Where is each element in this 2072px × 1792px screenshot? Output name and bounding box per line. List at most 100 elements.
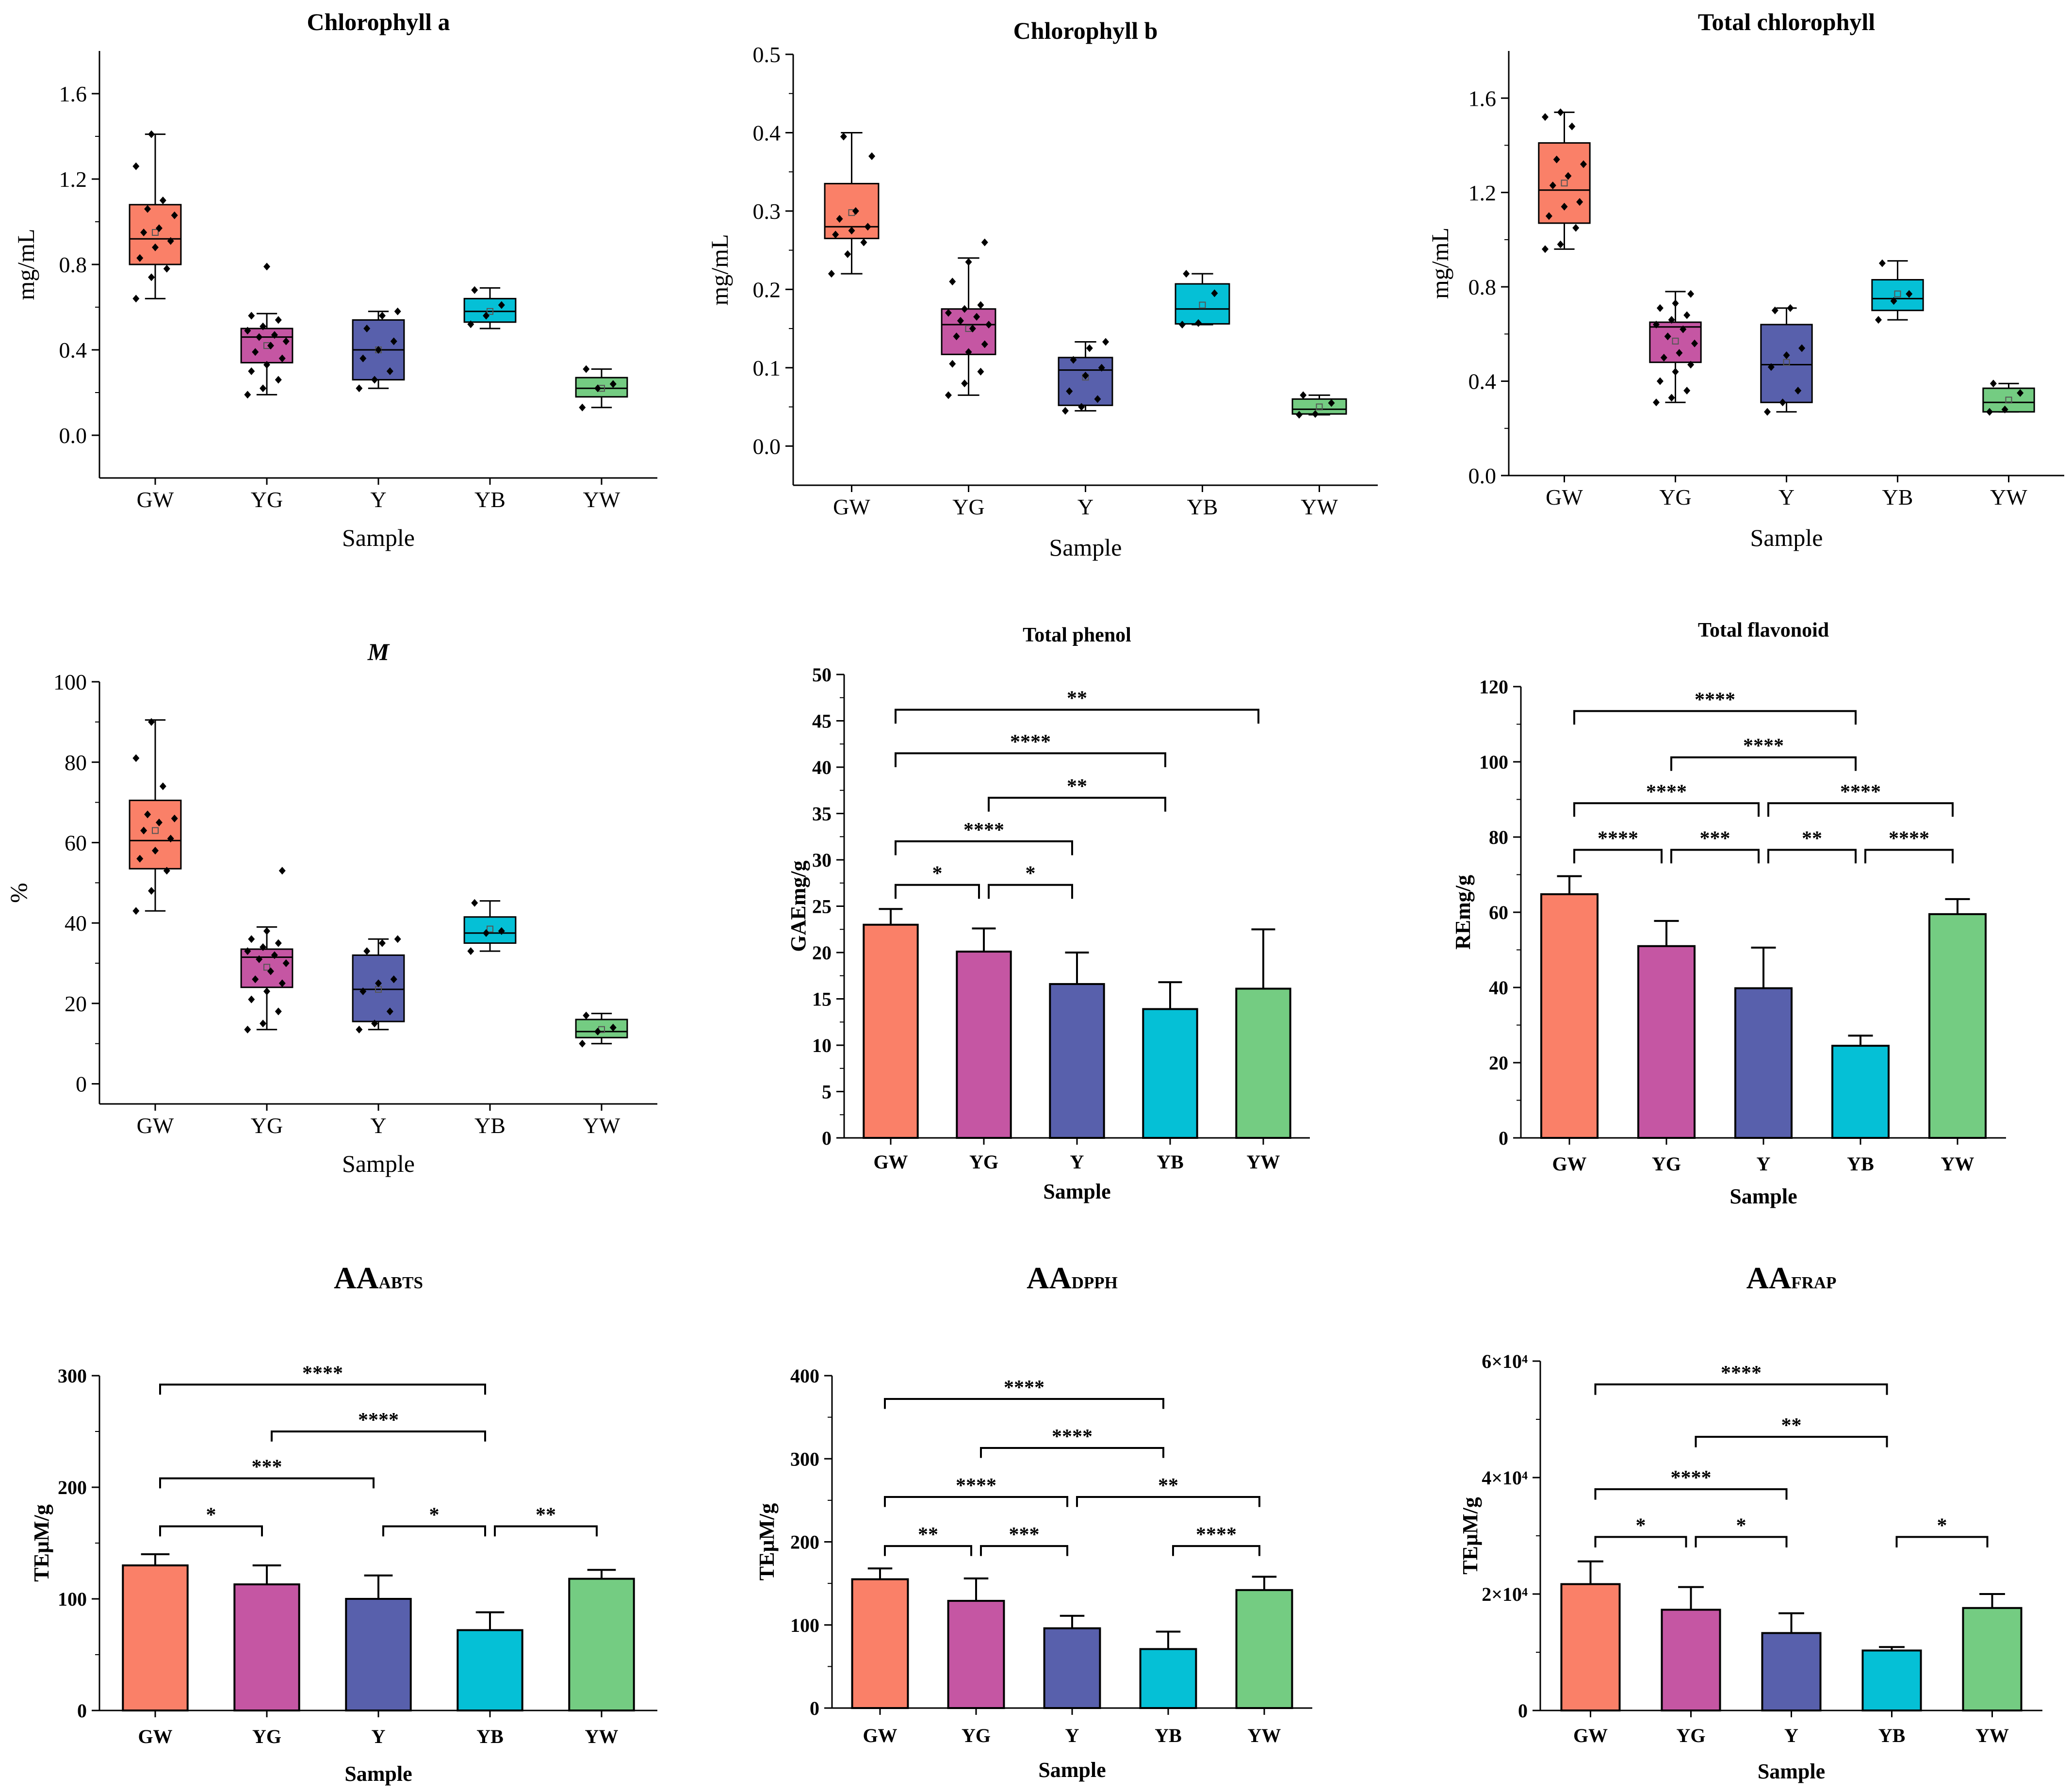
data-point [945, 391, 952, 399]
x-tick-label: YW [583, 1113, 620, 1138]
data-point [1906, 290, 1913, 298]
chart-title: M [367, 638, 390, 665]
chart-title-main: M [367, 638, 390, 665]
chart-title: Chlorophyll b [1013, 17, 1158, 44]
significance-label: **** [302, 1362, 343, 1384]
bar-YG [233, 1583, 300, 1712]
y-tick-label: 0 [76, 1072, 87, 1097]
y-axis-title: mg/mL [706, 234, 733, 305]
data-point [378, 939, 386, 947]
data-point [148, 718, 155, 726]
significance-label: **** [956, 1475, 996, 1497]
significance-bracket [980, 1545, 1068, 1556]
data-point [1656, 304, 1664, 312]
chart-title: Total flavonoid [1698, 619, 1829, 641]
y-tick-label: 1.6 [59, 82, 87, 106]
data-point [471, 286, 478, 294]
box-YB [463, 297, 517, 323]
data-point [1652, 398, 1660, 407]
x-tick-label: YB [1878, 1725, 1906, 1746]
x-tick-label: Y [370, 487, 386, 512]
box-Y [352, 954, 405, 1022]
data-point [1070, 356, 1077, 364]
data-point [961, 305, 968, 313]
significance-label: **** [963, 819, 1004, 841]
data-point [171, 211, 178, 219]
data-point [244, 947, 251, 955]
significance-bracket [884, 1545, 972, 1556]
significance-bracket [884, 1496, 1068, 1507]
data-point [1986, 408, 1993, 416]
data-point [363, 325, 371, 332]
y-tick-label: 20 [65, 991, 87, 1016]
y-axis-title: TEμM/g [30, 1504, 53, 1581]
data-point [1875, 316, 1882, 324]
data-point [244, 391, 251, 399]
data-point [1178, 321, 1186, 329]
y-tick-label: 0.1 [753, 356, 781, 380]
data-point [275, 1007, 282, 1016]
data-point [977, 367, 984, 376]
data-point [2001, 405, 2008, 413]
significance-bracket [494, 1525, 598, 1537]
bar-Y [1049, 983, 1105, 1139]
data-point [140, 229, 147, 236]
data-point [278, 979, 286, 987]
box-Y [1760, 324, 1813, 403]
significance-bracket [1895, 1536, 1989, 1547]
box-mean-marker [487, 925, 493, 933]
data-point [848, 227, 855, 235]
y-axis-title: TEμM/g [755, 1503, 779, 1580]
data-point [394, 307, 401, 315]
y-tick-label: 25 [812, 896, 832, 918]
y-axis-title: mg/mL [1426, 228, 1453, 299]
data-point [167, 835, 174, 843]
x-tick-label: YB [476, 1726, 504, 1747]
bar-GW [1540, 893, 1599, 1139]
data-point [1668, 394, 1675, 402]
significance-label: * [1026, 863, 1036, 885]
x-tick-label: YW [1248, 1725, 1281, 1746]
bar-YB [1142, 1008, 1198, 1139]
y-tick-label: 35 [812, 803, 832, 825]
data-point [1328, 399, 1335, 407]
chart-title: Total chlorophyll [1698, 8, 1875, 35]
data-point [1541, 245, 1549, 253]
bar-Y [1761, 1632, 1822, 1711]
chart-title-main: Chlorophyll a [307, 8, 450, 35]
x-axis-title: Sample [342, 1150, 415, 1177]
x-tick-label: GW [137, 487, 174, 512]
significance-label: ** [536, 1504, 556, 1527]
y-tick-label: 300 [58, 1365, 87, 1387]
y-axis-title: mg/mL [12, 229, 39, 300]
box-mean-marker [2005, 396, 2012, 404]
data-point [248, 935, 255, 943]
significance-bracket [980, 1447, 1164, 1458]
data-point [163, 264, 170, 273]
data-point [248, 312, 255, 320]
x-tick-label: YG [1659, 485, 1691, 510]
x-tick-label: YG [252, 1726, 281, 1747]
significance-label: ** [1158, 1475, 1178, 1497]
data-point [271, 951, 278, 959]
bar-GW [863, 923, 919, 1139]
data-point [278, 354, 286, 362]
data-point [136, 855, 144, 863]
data-point [1779, 398, 1786, 407]
data-point [148, 887, 155, 895]
significance-label: ** [918, 1524, 938, 1546]
data-point [1312, 410, 1319, 418]
y-tick-label: 0.8 [59, 252, 87, 277]
y-tick-label: 50 [812, 664, 832, 686]
data-point [953, 332, 960, 341]
data-point [1545, 212, 1552, 220]
box-mean-marker [487, 308, 493, 315]
x-tick-label: GW [873, 1151, 908, 1173]
x-tick-label: YW [1301, 494, 1338, 519]
data-point [278, 867, 286, 875]
significance-bracket [1573, 802, 1760, 817]
data-point [1549, 181, 1556, 190]
x-tick-label: YW [1975, 1725, 2009, 1746]
y-axis-title: % [5, 883, 32, 903]
significance-label: **** [1743, 735, 1784, 757]
